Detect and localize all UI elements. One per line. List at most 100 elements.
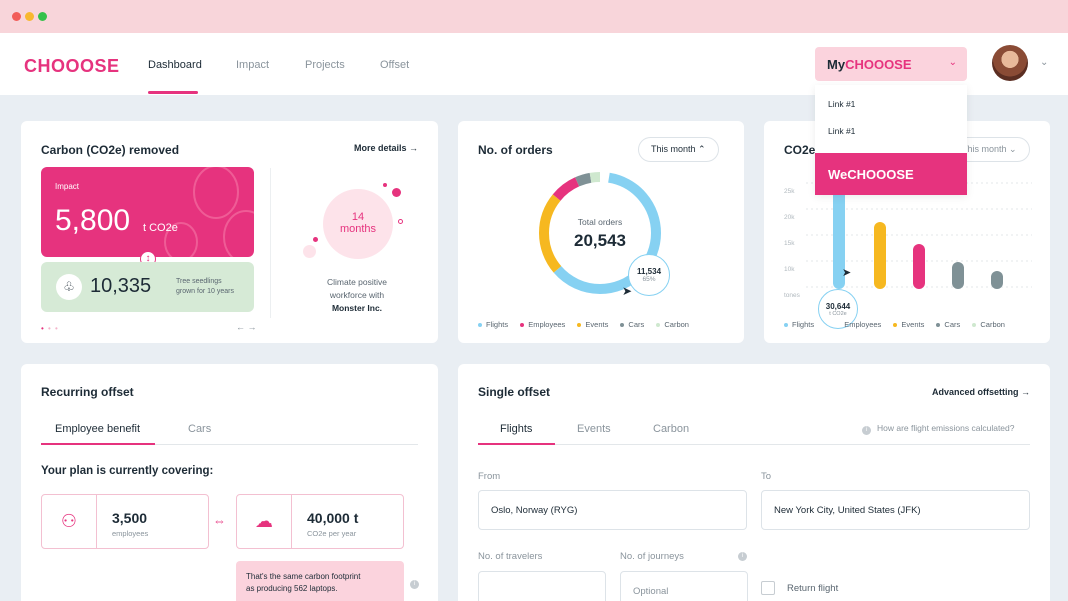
impact-value: 5,800 xyxy=(55,204,131,237)
tab-divider xyxy=(41,444,418,445)
tree-icon: ♧ xyxy=(56,274,82,300)
employees-box: ⚇ 3,500 employees xyxy=(41,494,209,549)
legend-flights: Flights xyxy=(478,320,508,329)
nav-dashboard[interactable]: Dashboard xyxy=(148,59,202,71)
decorative-dot xyxy=(383,183,387,187)
mychoose-menu-button[interactable]: MyCHOOOSE ⌄ xyxy=(815,47,967,81)
info-icon[interactable]: i xyxy=(410,580,419,589)
decorative-dot xyxy=(313,237,318,242)
orders-legend: Flights Employees Events Cars Carbon xyxy=(478,320,699,329)
decorative-dot xyxy=(392,188,401,197)
to-label: To xyxy=(761,471,772,482)
legend-cars: Cars xyxy=(936,320,960,329)
chevron-down-icon: ⌄ xyxy=(948,57,957,68)
cursor-icon: ➤ xyxy=(842,267,852,279)
from-field[interactable]: Oslo, Norway (RYG) xyxy=(478,490,747,530)
legend-events: Events xyxy=(577,320,608,329)
card-title: Recurring offset xyxy=(41,385,134,399)
logo[interactable]: CHOOOSE xyxy=(24,56,120,76)
climate-positive-text: Climate positive workforce with Monster … xyxy=(327,277,387,313)
active-tab-underline xyxy=(478,443,555,445)
months-label: months xyxy=(339,223,377,235)
bar-employees xyxy=(913,244,925,289)
to-field[interactable]: New York City, United States (JFK) xyxy=(761,490,1030,530)
tons-label: CO2e per year xyxy=(307,529,357,538)
advanced-offsetting-link[interactable]: Advanced offsetting → xyxy=(931,387,1030,397)
journeys-label: No. of journeys xyxy=(620,551,684,562)
arrow-left-icon[interactable]: ← xyxy=(236,322,245,332)
nav-projects[interactable]: Projects xyxy=(305,59,345,71)
tab-flights[interactable]: Flights xyxy=(500,423,533,435)
active-tab-underline xyxy=(41,443,155,445)
tab-events[interactable]: Events xyxy=(577,423,611,435)
divider xyxy=(270,168,271,318)
card-title: CO2e xyxy=(784,143,816,157)
chevron-up-icon: ⌃ xyxy=(698,144,706,154)
orders-callout: 11,534 65% xyxy=(628,254,670,296)
recurring-offset-card: Recurring offset Employee benefit Cars Y… xyxy=(21,364,438,601)
total-orders-label: Total orders xyxy=(577,217,623,227)
arrow-right-icon[interactable]: → xyxy=(247,322,257,332)
co2e-legend: Flights Employees Events Cars Carbon xyxy=(784,320,1015,329)
card-title: Single offset xyxy=(478,385,551,399)
carousel-dots[interactable]: • • • xyxy=(41,324,59,333)
legend-employees: Employees xyxy=(520,320,565,329)
chevron-down-icon[interactable]: ⌄ xyxy=(1040,57,1049,68)
tab-carbon[interactable]: Carbon xyxy=(653,423,690,435)
wechoose-item[interactable]: WeCHOOOSE xyxy=(815,153,967,195)
travelers-field[interactable] xyxy=(478,571,606,601)
impact-unit: t CO2e xyxy=(143,222,178,234)
tons-box: ☁ 40,000 t CO2e per year xyxy=(236,494,404,549)
footprint-note: That's the same carbon footprint as prod… xyxy=(236,561,404,601)
months-badge: 14 months xyxy=(323,189,393,259)
close-window-button[interactable] xyxy=(12,12,21,21)
legend-flights: Flights xyxy=(784,320,814,329)
dropdown-item[interactable]: Link #1 xyxy=(828,99,856,109)
return-flight-label: Return flight xyxy=(787,583,839,594)
mychoose-dropdown-menu: Link #1 Link #1 WeCHOOOSE xyxy=(815,85,967,195)
legend-employees: Employees xyxy=(844,320,882,329)
tab-employee-benefit[interactable]: Employee benefit xyxy=(55,423,140,435)
more-details-link[interactable]: More details → xyxy=(353,143,418,153)
impact-tile: Impact 5,800 t CO2e xyxy=(41,167,254,257)
chevron-down-icon: ⌄ xyxy=(1009,144,1017,154)
avatar[interactable] xyxy=(992,45,1028,81)
months-value: 14 xyxy=(351,211,365,223)
journeys-field[interactable]: Optional xyxy=(620,571,748,601)
co2e-bar-chart xyxy=(806,181,1032,289)
carbon-removed-card: Carbon (CO2e) removed More details → Imp… xyxy=(21,121,438,343)
arrow-right-icon: → xyxy=(409,143,418,153)
total-orders-value: 20,543 xyxy=(574,231,626,250)
period-dropdown[interactable]: This month ⌃ xyxy=(638,137,719,162)
decorative-pattern xyxy=(164,167,254,257)
decorative-dot xyxy=(303,245,316,258)
legend-events: Events xyxy=(893,320,924,329)
orders-card: No. of orders This month ⌃ Total orders … xyxy=(458,121,744,343)
decorative-dot xyxy=(398,219,403,224)
nav-impact[interactable]: Impact xyxy=(236,59,270,71)
info-icon[interactable]: i xyxy=(738,552,747,561)
legend-cars: Cars xyxy=(620,320,644,329)
active-nav-underline xyxy=(148,91,198,94)
minimize-window-button[interactable] xyxy=(25,12,34,21)
nav-offset[interactable]: Offset xyxy=(380,59,410,71)
return-flight-checkbox[interactable] xyxy=(761,581,775,595)
emissions-help-link[interactable]: i How are flight emissions calculated? xyxy=(862,423,1014,435)
card-title: Carbon (CO2e) removed xyxy=(41,143,180,157)
bar-flights xyxy=(833,181,845,289)
carousel-arrows[interactable]: ← → xyxy=(236,322,257,332)
single-offset-card: Single offset Advanced offsetting → Flig… xyxy=(458,364,1050,601)
maximize-window-button[interactable] xyxy=(38,12,47,21)
card-title: No. of orders xyxy=(478,143,553,157)
from-label: From xyxy=(478,471,501,482)
window-titlebar xyxy=(0,0,1068,33)
cursor-icon: ➤ xyxy=(622,284,633,298)
covering-heading: Your plan is currently covering: xyxy=(41,465,214,477)
tab-cars[interactable]: Cars xyxy=(188,423,212,435)
bar-carbon xyxy=(991,271,1003,289)
mychoose-brand: CHOOOSE xyxy=(845,57,912,72)
trees-value: 10,335 xyxy=(90,275,152,297)
legend-carbon: Carbon xyxy=(656,320,689,329)
dropdown-item[interactable]: Link #1 xyxy=(828,126,856,136)
arrow-right-icon: → xyxy=(1021,387,1030,397)
